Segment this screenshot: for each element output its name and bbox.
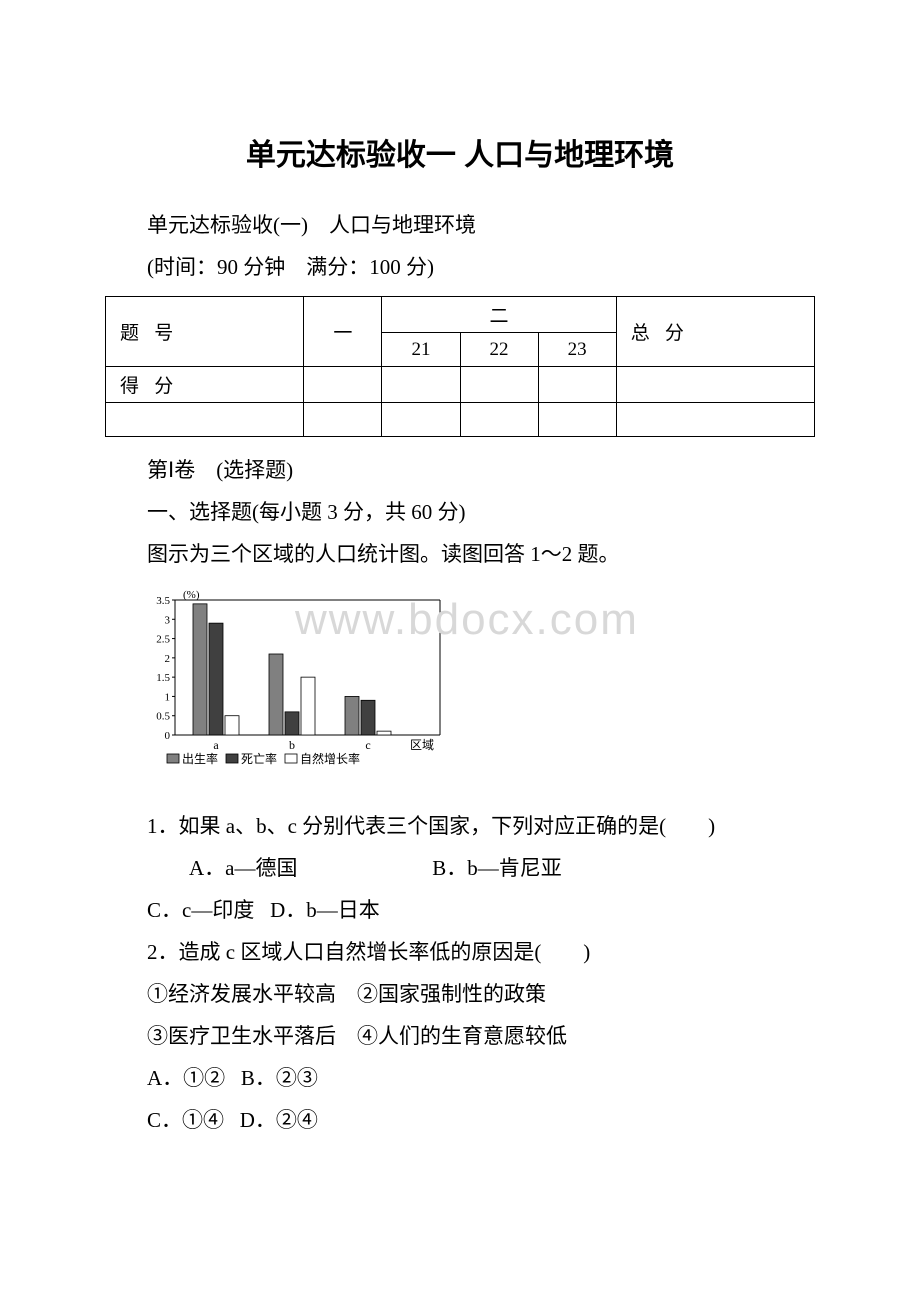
score-cell: [538, 367, 616, 403]
q1-opt-d: D．b—日本: [270, 898, 380, 922]
q2-sub2: ③医疗卫生水平落后 ④人们的生育意愿较低: [105, 1015, 815, 1057]
table-row: [106, 403, 815, 437]
q1-opt-a: A．a—德国: [147, 847, 427, 889]
q1-opt-b: B．b—肯尼亚: [432, 856, 562, 880]
svg-text:b: b: [289, 738, 295, 752]
subtitle: 单元达标验收(一) 人口与地理环境: [105, 204, 815, 246]
col-total: 总分: [616, 297, 814, 367]
section-1-instruction: 一、选择题(每小题 3 分，共 60 分): [105, 491, 815, 533]
score-cell: [382, 367, 460, 403]
empty-cell: [616, 403, 814, 437]
q1-stem: 1．如果 a、b、c 分别代表三个国家，下列对应正确的是( ): [105, 805, 815, 847]
svg-text:出生率: 出生率: [182, 751, 218, 766]
figure-intro: 图示为三个区域的人口统计图。读图回答 1～2 题。: [105, 533, 815, 575]
q2-sub1: ①经济发展水平较高 ②国家强制性的政策: [105, 973, 815, 1015]
sub-22: 22: [460, 333, 538, 367]
table-row: 得分: [106, 367, 815, 403]
q1-options-row2: C．c—印度 D．b—日本: [105, 889, 815, 931]
q2-options-row2: C．①④ D．②④: [105, 1099, 815, 1141]
q2-stem: 2．造成 c 区域人口自然增长率低的原因是( ): [105, 931, 815, 973]
svg-text:3: 3: [165, 614, 171, 626]
svg-text:1.5: 1.5: [156, 672, 170, 684]
svg-text:区域: 区域: [410, 738, 434, 752]
timing: (时间：90 分钟 满分：100 分): [105, 246, 815, 288]
sub-21: 21: [382, 333, 460, 367]
svg-text:c: c: [365, 738, 370, 752]
svg-text:3.5: 3.5: [156, 595, 170, 607]
chart-svg: 0 0.5 1 1.5 2 2.5 3 3.5 (%) a b c 区域出生率 死亡率 自然增长率: [145, 585, 445, 795]
empty-cell: [460, 403, 538, 437]
q2-options-row1: A．①② B．②③: [105, 1057, 815, 1099]
q1-options-row1: A．a—德国 B．b—肯尼亚: [105, 847, 815, 889]
svg-text:0: 0: [165, 730, 171, 742]
empty-cell: [382, 403, 460, 437]
col-1: 一: [304, 297, 382, 367]
svg-text:0.5: 0.5: [156, 711, 170, 723]
svg-text:自然增长率: 自然增长率: [300, 751, 360, 766]
page-title: 单元达标验收一 人口与地理环境: [105, 130, 815, 174]
q2-opt-c: C．①④: [147, 1108, 224, 1132]
q2-opt-a: A．①②: [147, 1066, 225, 1090]
empty-cell: [106, 403, 304, 437]
svg-text:(%): (%): [183, 589, 200, 601]
section-1-heading: 第Ⅰ卷 (选择题): [105, 449, 815, 491]
q2-opt-d: D．②④: [240, 1108, 318, 1132]
score-cell: [616, 367, 814, 403]
svg-text:a: a: [213, 738, 219, 752]
svg-text:1: 1: [165, 691, 171, 703]
empty-cell: [538, 403, 616, 437]
score-cell: [304, 367, 382, 403]
row-label-1: 题号: [106, 297, 304, 367]
sub-23: 23: [538, 333, 616, 367]
row-label-2: 得分: [106, 367, 304, 403]
col-2: 二: [382, 297, 616, 333]
q1-opt-c: C．c—印度: [147, 898, 254, 922]
svg-text:2: 2: [165, 653, 171, 665]
bar-chart: www.bdocx.com 00.511.522.533.5(%)abc区域出生…: [145, 585, 475, 795]
score-table: 题号 一 二 总分 21 22 23 得分: [105, 296, 815, 437]
table-row: 题号 一 二 总分: [106, 297, 815, 333]
svg-text:2.5: 2.5: [156, 634, 170, 646]
q2-opt-b: B．②③: [241, 1066, 318, 1090]
score-cell: [460, 367, 538, 403]
empty-cell: [304, 403, 382, 437]
svg-text:死亡率: 死亡率: [241, 751, 277, 766]
